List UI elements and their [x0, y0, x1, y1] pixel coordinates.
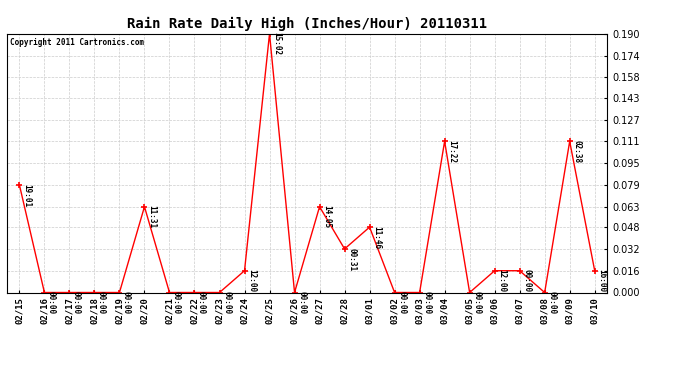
Text: 00:00: 00:00 [72, 291, 81, 314]
Text: 14:05: 14:05 [322, 206, 331, 228]
Text: 00:00: 00:00 [122, 291, 131, 314]
Text: 12:00: 12:00 [497, 269, 506, 292]
Text: 00:00: 00:00 [547, 291, 556, 314]
Text: 02:38: 02:38 [572, 140, 581, 163]
Text: 00:00: 00:00 [47, 291, 56, 314]
Text: 11:46: 11:46 [372, 226, 381, 249]
Text: 00:00: 00:00 [97, 291, 106, 314]
Text: 19:01: 19:01 [22, 183, 31, 207]
Text: 00:00: 00:00 [197, 291, 206, 314]
Text: 00:31: 00:31 [347, 248, 356, 271]
Text: 00:00: 00:00 [472, 291, 481, 314]
Text: Copyright 2011 Cartronics.com: Copyright 2011 Cartronics.com [10, 38, 144, 46]
Text: 00:00: 00:00 [522, 269, 531, 292]
Text: 15:02: 15:02 [272, 32, 281, 56]
Text: 00:00: 00:00 [297, 291, 306, 314]
Text: 00:00: 00:00 [397, 291, 406, 314]
Text: 00:00: 00:00 [172, 291, 181, 314]
Text: 16:00: 16:00 [598, 269, 607, 292]
Text: 11:31: 11:31 [147, 206, 156, 228]
Text: 17:22: 17:22 [447, 140, 456, 163]
Text: 12:00: 12:00 [247, 269, 256, 292]
Text: 00:00: 00:00 [222, 291, 231, 314]
Title: Rain Rate Daily High (Inches/Hour) 20110311: Rain Rate Daily High (Inches/Hour) 20110… [127, 17, 487, 31]
Text: 00:00: 00:00 [422, 291, 431, 314]
